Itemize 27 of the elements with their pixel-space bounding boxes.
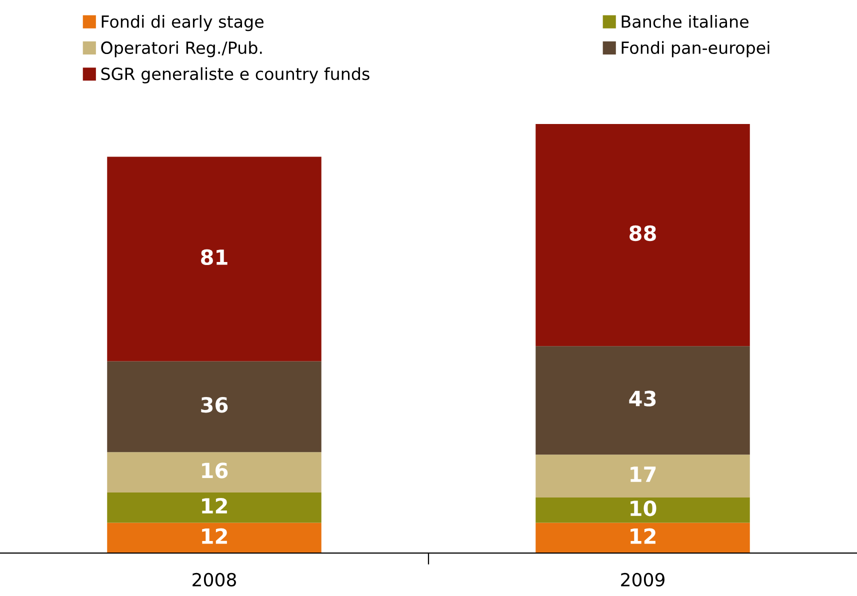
bar — [536, 124, 750, 346]
data-label: 36 — [201, 396, 228, 413]
x-tick-label: 2008 — [192, 572, 236, 587]
bar — [536, 522, 750, 554]
data-label: 12 — [202, 528, 227, 544]
legend-label: Fondi di early stage — [102, 15, 264, 32]
legend-label: Banche italiane — [622, 15, 748, 28]
data-label: 88 — [630, 225, 656, 242]
legend-label: SGR generaliste e country funds — [101, 67, 370, 84]
bar — [107, 156, 322, 362]
data-label: 12 — [202, 498, 227, 514]
bar — [536, 346, 750, 455]
data-label: 10 — [630, 500, 656, 516]
bar — [536, 498, 750, 523]
data-label: 17 — [630, 466, 656, 482]
bar — [107, 492, 322, 523]
legend-label: Fondi pan-europei — [622, 41, 770, 58]
bar — [536, 454, 750, 498]
bar — [107, 361, 322, 452]
data-label: 16 — [202, 462, 228, 478]
data-label: 12 — [630, 528, 656, 544]
bar — [107, 452, 322, 493]
data-label: 43 — [629, 390, 656, 406]
bar — [107, 522, 322, 554]
legend-label: Operatori Reg./Pub. — [101, 41, 262, 58]
data-label: 81 — [201, 249, 228, 266]
x-tick-label: 2009 — [621, 572, 664, 587]
